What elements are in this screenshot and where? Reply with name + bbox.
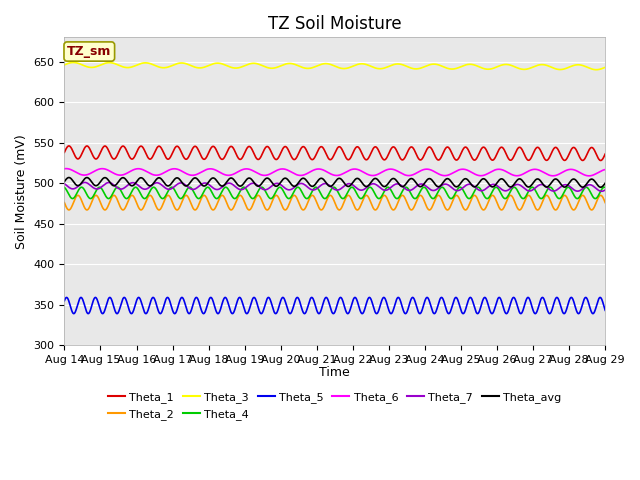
Theta_3 bbox=[586, 65, 594, 71]
Theta_6 bbox=[310, 168, 317, 173]
Theta_2 bbox=[88, 198, 96, 204]
Y-axis label: Soil Moisture (mV): Soil Moisture (mV) bbox=[15, 134, 28, 249]
Line: Theta_5: Theta_5 bbox=[65, 298, 605, 313]
Theta_7 bbox=[310, 187, 317, 193]
Theta_6 bbox=[602, 167, 609, 172]
Theta_5 bbox=[487, 310, 495, 315]
Theta_4 bbox=[602, 185, 609, 191]
Theta_3 bbox=[602, 64, 609, 70]
Legend: Theta_1, Theta_2, Theta_3, Theta_4, Theta_5, Theta_6, Theta_7, Theta_avg: Theta_1, Theta_2, Theta_3, Theta_4, Thet… bbox=[104, 388, 566, 424]
Line: Theta_avg: Theta_avg bbox=[65, 178, 605, 187]
Theta_2 bbox=[417, 192, 424, 198]
Theta_2 bbox=[586, 206, 594, 212]
Theta_1 bbox=[88, 151, 96, 157]
Theta_1 bbox=[586, 146, 594, 152]
Theta_6 bbox=[63, 166, 70, 171]
Line: Theta_1: Theta_1 bbox=[65, 146, 605, 160]
Theta_7 bbox=[324, 181, 332, 187]
Theta_7 bbox=[586, 182, 593, 188]
Theta_5 bbox=[61, 298, 68, 304]
Theta_6 bbox=[586, 173, 594, 179]
Theta_5 bbox=[310, 296, 317, 302]
Title: TZ Soil Moisture: TZ Soil Moisture bbox=[268, 15, 402, 33]
Theta_7 bbox=[88, 184, 96, 190]
Theta_3 bbox=[586, 65, 593, 71]
Theta_4 bbox=[68, 196, 76, 202]
Theta_avg bbox=[602, 180, 609, 186]
Theta_6 bbox=[486, 169, 494, 175]
Theta_2 bbox=[324, 195, 332, 201]
Theta_3 bbox=[61, 62, 68, 68]
Line: Theta_2: Theta_2 bbox=[65, 195, 605, 210]
Theta_5 bbox=[63, 295, 70, 300]
Theta_5 bbox=[586, 304, 594, 310]
Theta_6 bbox=[88, 169, 96, 175]
Theta_avg bbox=[65, 175, 73, 180]
Theta_2 bbox=[487, 194, 495, 200]
Theta_1 bbox=[596, 157, 604, 163]
Theta_5 bbox=[88, 301, 96, 307]
Theta_4 bbox=[310, 186, 317, 192]
Theta_7 bbox=[602, 187, 609, 193]
Theta_5 bbox=[602, 307, 609, 313]
Theta_avg bbox=[586, 177, 594, 183]
Theta_2 bbox=[61, 200, 68, 205]
Theta_1 bbox=[586, 146, 593, 152]
Theta_3 bbox=[310, 64, 317, 70]
Theta_4 bbox=[586, 188, 594, 194]
Theta_6 bbox=[61, 166, 68, 172]
Theta_avg bbox=[596, 184, 604, 190]
Theta_4 bbox=[487, 192, 495, 197]
Theta_2 bbox=[310, 193, 317, 199]
Theta_2 bbox=[602, 200, 609, 205]
Theta_4 bbox=[88, 195, 96, 201]
Theta_avg bbox=[586, 177, 593, 183]
Theta_3 bbox=[486, 66, 494, 72]
Theta_avg bbox=[310, 183, 317, 189]
Theta_avg bbox=[61, 179, 68, 184]
X-axis label: Time: Time bbox=[319, 366, 350, 379]
Theta_1 bbox=[61, 149, 68, 155]
Theta_1 bbox=[486, 156, 494, 161]
Line: Theta_4: Theta_4 bbox=[65, 187, 605, 199]
Theta_7 bbox=[586, 182, 594, 188]
Theta_5 bbox=[416, 311, 424, 316]
Theta_6 bbox=[324, 169, 332, 175]
Theta_5 bbox=[324, 296, 332, 302]
Theta_3 bbox=[88, 64, 96, 70]
Text: TZ_sm: TZ_sm bbox=[67, 45, 111, 58]
Theta_1 bbox=[602, 151, 609, 157]
Theta_7 bbox=[598, 188, 605, 194]
Theta_6 bbox=[585, 173, 593, 179]
Theta_3 bbox=[593, 67, 600, 72]
Theta_avg bbox=[88, 180, 96, 186]
Theta_4 bbox=[586, 189, 594, 194]
Theta_2 bbox=[586, 205, 594, 211]
Theta_6 bbox=[586, 173, 594, 179]
Line: Theta_6: Theta_6 bbox=[65, 168, 605, 176]
Theta_3 bbox=[70, 60, 77, 65]
Theta_2 bbox=[245, 207, 253, 213]
Theta_avg bbox=[324, 182, 332, 188]
Line: Theta_7: Theta_7 bbox=[65, 182, 605, 191]
Theta_1 bbox=[310, 156, 317, 162]
Theta_7 bbox=[486, 182, 494, 188]
Theta_7 bbox=[61, 181, 68, 187]
Theta_4 bbox=[324, 193, 332, 199]
Theta_4 bbox=[240, 184, 248, 190]
Theta_3 bbox=[324, 61, 332, 67]
Theta_1 bbox=[65, 143, 73, 149]
Line: Theta_3: Theta_3 bbox=[65, 62, 605, 70]
Theta_5 bbox=[586, 305, 594, 311]
Theta_7 bbox=[81, 180, 88, 185]
Theta_4 bbox=[61, 185, 68, 191]
Theta_1 bbox=[324, 154, 332, 160]
Theta_avg bbox=[486, 183, 494, 189]
